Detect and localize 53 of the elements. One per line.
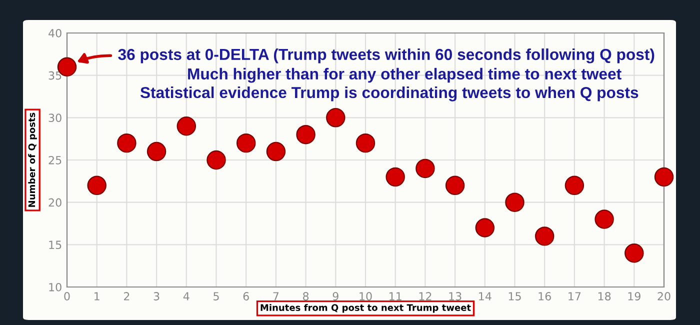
x-tick-label: 11 <box>390 292 402 300</box>
x-tick-label: 5 <box>214 292 219 300</box>
point <box>87 176 106 196</box>
x-tick-label: 0 <box>64 292 70 300</box>
x-tick-label: 7 <box>273 292 279 300</box>
point <box>416 158 435 178</box>
point <box>146 142 166 162</box>
annotation: Statistical evidence Trump is coordinating tweets to when Q posts <box>140 86 638 102</box>
y-axis-title: Number of Q posts <box>28 112 37 207</box>
y-tick-label: 25 <box>48 156 62 164</box>
y-tick-label: 40 <box>48 28 62 38</box>
point <box>475 218 495 238</box>
x-tick-label: 4 <box>183 292 190 300</box>
point <box>326 108 346 128</box>
y-tick-label: 20 <box>48 198 62 207</box>
point <box>176 116 196 136</box>
x-tick-label: 13 <box>449 292 462 300</box>
point <box>564 176 584 196</box>
x-tick-label: 3 <box>154 292 160 300</box>
x-tick-label: 12 <box>419 292 432 300</box>
y-tick-label: 15 <box>49 240 62 250</box>
x-tick-label: 6 <box>243 292 249 300</box>
point <box>445 176 465 196</box>
point <box>236 133 256 153</box>
point <box>356 133 376 153</box>
point <box>594 210 614 229</box>
point <box>117 133 136 153</box>
x-tick-label: 14 <box>479 292 492 300</box>
point <box>296 124 316 144</box>
x-tick-label: 16 <box>538 292 551 300</box>
x-tick-label: 17 <box>568 292 581 300</box>
point <box>386 167 405 187</box>
x-tick-label: 20 <box>658 292 670 300</box>
point <box>534 226 554 246</box>
x-tick-label: 1 <box>94 292 100 300</box>
x-tick-label: 19 <box>628 292 640 300</box>
x-tick-label: 18 <box>598 292 611 300</box>
x-tick-label: 2 <box>124 292 130 300</box>
x-tick-label: 8 <box>303 292 309 300</box>
point <box>266 142 286 162</box>
y-tick-label: 35 <box>48 71 62 80</box>
x-axis-title: Minutes from Q post to next Trump tweet <box>260 304 471 313</box>
y-tick-label: 30 <box>48 114 62 122</box>
point <box>624 244 644 263</box>
point <box>505 192 524 212</box>
x-tick-label: 15 <box>508 292 521 300</box>
annotation: Much higher than for any other elapsed time to next tweet <box>188 68 622 83</box>
point <box>654 167 674 187</box>
x-tick-label: 9 <box>332 292 338 300</box>
x-tick-label: 10 <box>360 292 372 300</box>
point <box>206 150 226 170</box>
annotation: 36 posts at 0-DELTA (Trump tweets within 60 seconds following Q post) <box>118 48 654 64</box>
y-tick-label: 10 <box>49 282 62 292</box>
